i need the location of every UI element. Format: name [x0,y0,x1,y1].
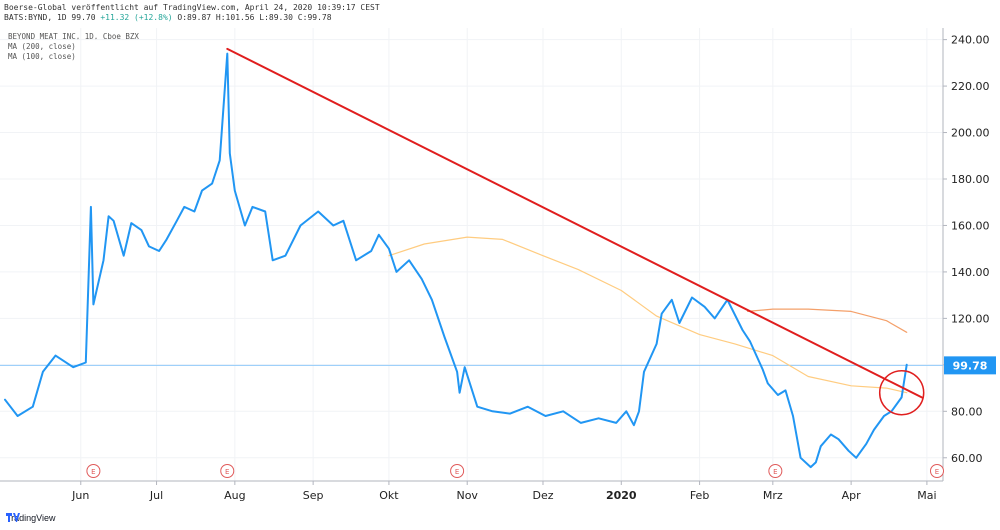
price-line [4,52,908,469]
price-change: +11.32 (+12.8%) [100,13,173,22]
earnings-marker [768,464,783,478]
tradingview-logo-icon [6,513,20,522]
time-tick-label: 2020 [606,489,637,502]
footer-brand: TradingView [6,513,56,523]
legend-ma100[interactable]: MA (100, close) [8,52,76,61]
earnings-marker-label: E [91,468,95,476]
trendline [226,47,923,399]
earnings-marker-label: E [225,468,229,476]
earnings-marker [86,464,101,478]
highlight-circle [878,369,925,416]
symbol-price: BATS:BYND, 1D 99.70 [4,13,101,22]
legend-symbol[interactable]: BEYOND MEAT INC, 1D, Cboe BZX [8,32,139,41]
time-tick-label: Jun [71,489,89,502]
price-tick-label: 180.00 [951,173,990,186]
price-axis[interactable]: 60.0080.00100.00120.00140.00160.00180.00… [943,34,990,465]
publish-info: Boerse-Global veröffentlicht auf Trading… [4,3,380,12]
earnings-marker-label: E [773,468,777,476]
earnings-marker-label: E [935,468,939,476]
time-tick-label: Dez [532,489,553,502]
price-tick-label: 160.00 [951,219,990,232]
time-tick-label: Feb [690,489,709,502]
price-tick-label: 80.00 [951,405,983,418]
legend-ma200[interactable]: MA (200, close) [8,42,76,51]
earnings-marker [220,464,235,478]
last-price-label-bg [944,356,996,375]
tradingview-footer[interactable]: TradingView [6,513,56,523]
ma200-line [746,308,908,333]
series-layer [4,47,925,469]
earnings-marker [450,464,465,478]
earnings-marker-label: E [455,468,459,476]
time-tick-label: Nov [456,489,478,502]
ohlc-values: O:89.87 H:101.56 L:89.30 C:99.78 [172,13,332,22]
time-tick-label: Sep [303,489,324,502]
time-tick-label: Mai [917,489,936,502]
grid [0,28,943,481]
last-price-label-text: 99.78 [953,359,988,372]
price-tick-label: 200.00 [951,127,990,140]
price-tick-label: 220.00 [951,80,990,93]
price-tick-label: 240.00 [951,34,990,47]
symbol-ohlc-line: BATS:BYND, 1D 99.70 +11.32 (+12.8%) O:89… [4,13,332,22]
time-tick-label: Aug [224,489,245,502]
price-tick-label: 60.00 [951,452,983,465]
time-tick-label: Jul [149,489,163,502]
ma100-line [388,236,908,394]
price-tick-label: 120.00 [951,312,990,325]
time-tick-label: Mrz [763,489,783,502]
price-tick-label: 140.00 [951,266,990,279]
time-axis[interactable]: Jun Jul Aug Sep Okt Nov Dez 2020 Feb Mrz Apr Mai [71,481,937,502]
time-tick-label: Apr [842,489,862,502]
earnings-marker [930,464,944,478]
time-tick-label: Okt [379,489,399,502]
last-price-label: 99.78 [944,356,996,375]
